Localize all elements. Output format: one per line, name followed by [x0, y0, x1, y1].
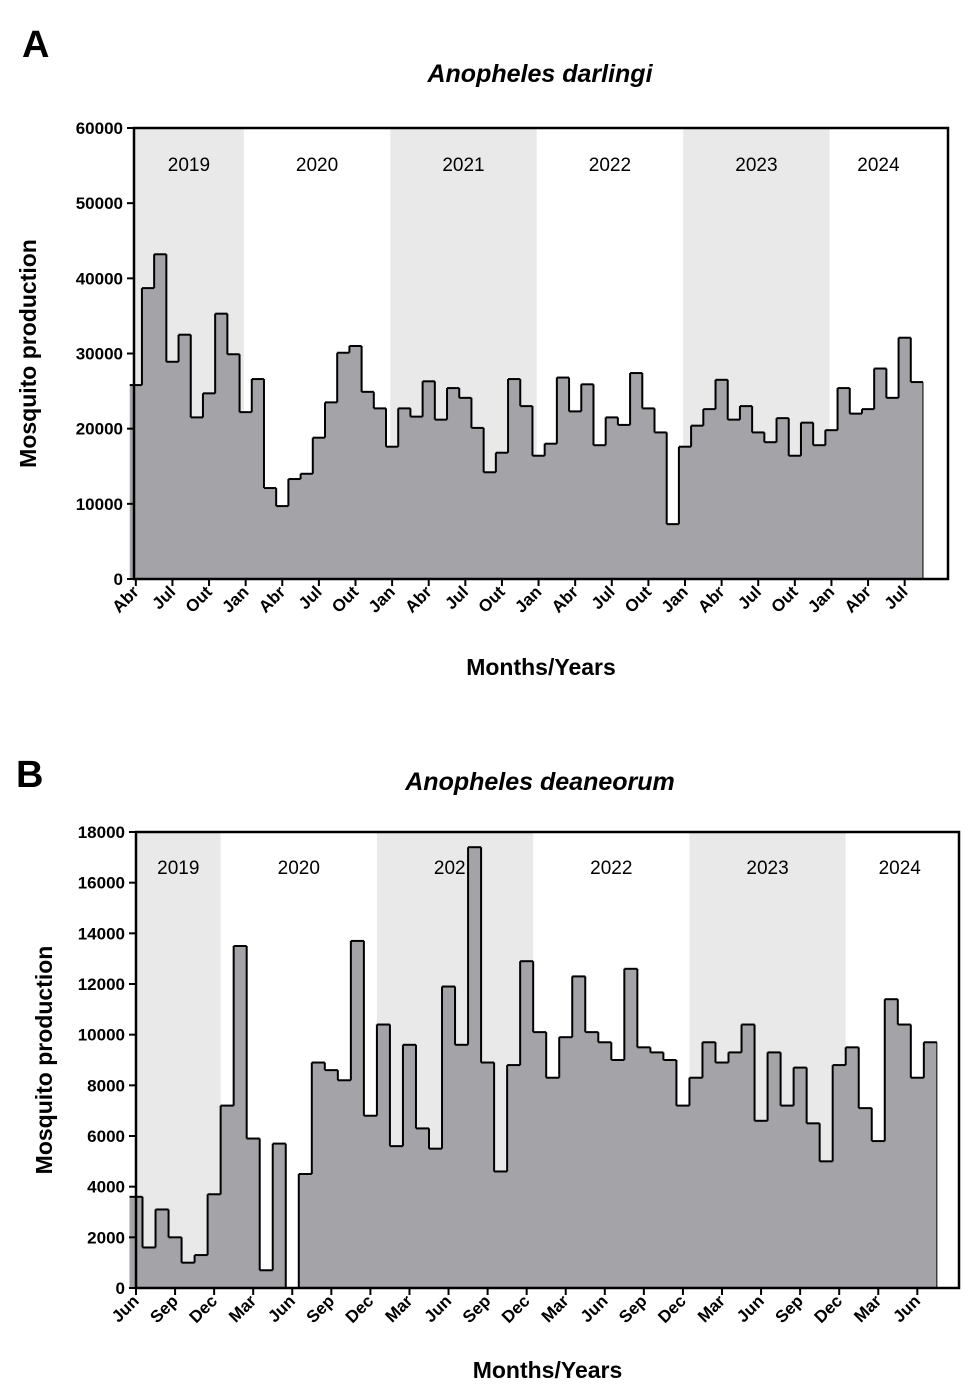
x-tick-label: Sep	[146, 1291, 181, 1326]
panel-letter-a: A	[22, 24, 50, 66]
x-tick-label: Mar	[538, 1291, 573, 1326]
year-label-2023: 2023	[735, 155, 777, 176]
y-tick-label: 0	[116, 1279, 125, 1298]
x-tick-label: Dec	[342, 1291, 377, 1326]
plot-frame	[134, 830, 961, 1290]
y-axis-label: Mosquito production	[31, 946, 57, 1175]
y-tick-label: 30000	[76, 345, 123, 364]
x-tick-label: Mar	[381, 1291, 416, 1326]
x-axis-label: Months/Years	[466, 654, 616, 680]
y-tick-label: 0	[114, 570, 123, 589]
year-band-2019	[136, 832, 221, 1288]
y-tick-label: 2000	[87, 1228, 125, 1247]
year-label-2019: 2019	[157, 858, 199, 879]
x-axis-label: Months/Years	[473, 1357, 623, 1383]
y-tick-label: 60000	[76, 119, 123, 138]
x-tick-label: Sep	[303, 1291, 338, 1326]
year-label-2022: 2022	[589, 155, 631, 176]
y-axis-label: Mosquito production	[15, 239, 41, 468]
y-tick-label: 4000	[87, 1178, 125, 1197]
x-tick-label: Sep	[615, 1291, 650, 1326]
chart-a: 2019 2020 2021 2022 2023 2024 0 10000 20000 30000…	[15, 119, 950, 680]
year-label-2024: 2024	[857, 155, 900, 176]
y-tick-label: 50000	[76, 194, 123, 213]
year-label-2020: 2020	[278, 858, 320, 879]
year-label-2021: 2021	[442, 155, 484, 176]
year-label-2024: 2024	[879, 858, 922, 879]
y-tick-label: 20000	[76, 420, 123, 439]
x-tick-label: Jun	[889, 1291, 924, 1326]
x-tick-label: Mar	[694, 1291, 729, 1326]
year-label-2019: 2019	[168, 155, 210, 176]
x-tick-label: Mar	[850, 1291, 885, 1326]
y-tick-label: 14000	[78, 924, 125, 943]
year-label-2020: 2020	[296, 155, 338, 176]
x-tick-label: Dec	[811, 1291, 846, 1326]
y-tick-label: 6000	[87, 1127, 125, 1146]
x-tick-label: Dec	[185, 1291, 220, 1326]
area-fill	[129, 254, 923, 579]
x-tick-label: Jun	[108, 1291, 143, 1326]
y-tick-label: 18000	[78, 823, 125, 842]
year-label-2023: 2023	[746, 858, 788, 879]
y-tick-label: 12000	[78, 975, 125, 994]
y-tick-label: 8000	[87, 1076, 125, 1095]
year-label-2021: 2021	[434, 858, 476, 879]
area-fill	[129, 847, 937, 1288]
x-tick-label: Mar	[225, 1291, 260, 1326]
y-tick-label: 40000	[76, 269, 123, 288]
x-tick-label: Jun	[733, 1291, 768, 1326]
y-tick-label: 10000	[76, 495, 123, 514]
x-tick-label: Jun	[577, 1291, 612, 1326]
chart-title-b: Anopheles deaneorum	[405, 768, 675, 796]
chart-title-a: Anopheles darlingi	[427, 60, 653, 88]
x-tick-label: Jun	[421, 1291, 456, 1326]
y-tick-label: 16000	[78, 874, 125, 893]
x-tick-label: Dec	[654, 1291, 689, 1326]
y-tick-label: 10000	[78, 1026, 125, 1045]
panel-letter-b: B	[16, 754, 44, 796]
x-tick-label: Dec	[498, 1291, 533, 1326]
x-tick-label: Sep	[771, 1291, 806, 1326]
x-tick-label: Sep	[459, 1291, 494, 1326]
x-tick-label: Jun	[264, 1291, 299, 1326]
year-label-2022: 2022	[590, 858, 632, 879]
